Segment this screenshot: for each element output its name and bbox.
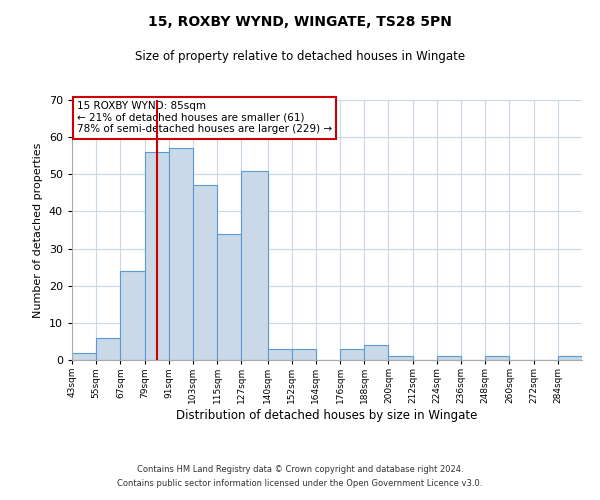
Bar: [96, 338, 121, 360]
X-axis label: Distribution of detached houses by size in Wingate: Distribution of detached houses by size …: [176, 409, 478, 422]
Bar: [241, 170, 268, 360]
Bar: [72, 352, 96, 360]
Y-axis label: Number of detached properties: Number of detached properties: [33, 142, 43, 318]
Bar: [268, 349, 292, 360]
Bar: [217, 234, 241, 360]
Bar: [169, 148, 193, 360]
Text: 15, ROXBY WYND, WINGATE, TS28 5PN: 15, ROXBY WYND, WINGATE, TS28 5PN: [148, 15, 452, 29]
Text: Size of property relative to detached houses in Wingate: Size of property relative to detached ho…: [135, 50, 465, 63]
Bar: [437, 356, 461, 360]
Text: 15 ROXBY WYND: 85sqm
← 21% of detached houses are smaller (61)
78% of semi-detac: 15 ROXBY WYND: 85sqm ← 21% of detached h…: [77, 102, 332, 134]
Bar: [340, 349, 364, 360]
Bar: [558, 356, 582, 360]
Bar: [145, 152, 169, 360]
Bar: [388, 356, 413, 360]
Bar: [292, 349, 316, 360]
Bar: [364, 345, 388, 360]
Bar: [485, 356, 509, 360]
Bar: [121, 271, 145, 360]
Bar: [193, 186, 217, 360]
Text: Contains HM Land Registry data © Crown copyright and database right 2024.
Contai: Contains HM Land Registry data © Crown c…: [118, 466, 482, 487]
